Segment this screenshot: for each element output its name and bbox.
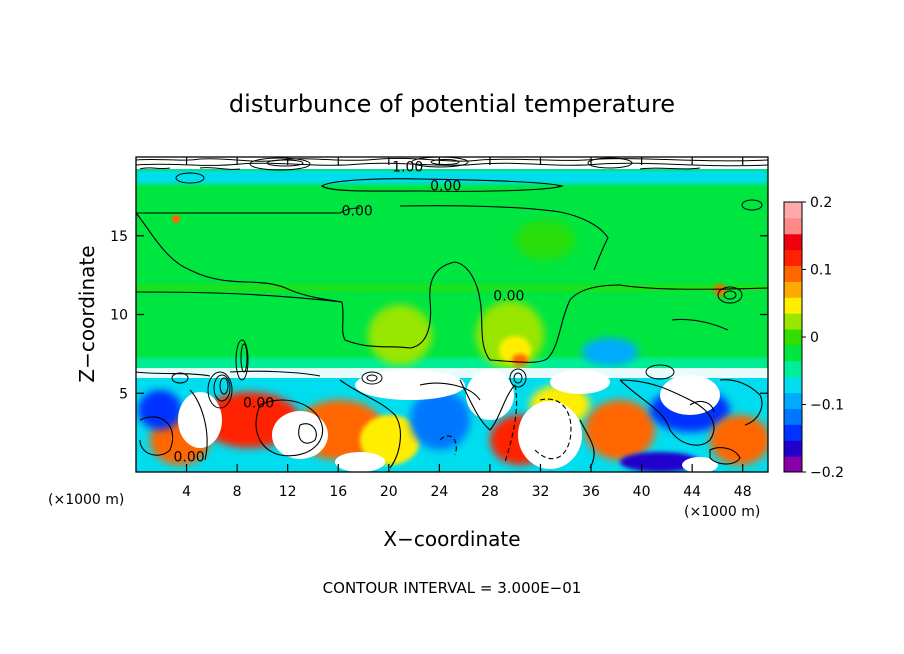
temperature-field <box>136 157 768 472</box>
colorbar-tick-label: 0 <box>810 330 819 346</box>
colorbar-segment <box>784 456 802 473</box>
colorbar-segment <box>784 424 802 441</box>
contour-label: 0.00 <box>174 449 205 465</box>
colorbar-segment <box>784 233 802 251</box>
top-dense-contours <box>136 157 768 170</box>
colorbar-segment <box>784 344 802 362</box>
contour-interval-note: CONTOUR INTERVAL = 3.000E−01 <box>323 579 582 597</box>
colorbar-tick-label: 0.1 <box>810 263 832 279</box>
x-tick-label: 8 <box>233 484 242 500</box>
x-axis-unit-left: (×1000 m) <box>48 492 124 508</box>
contour-label: 0.00 <box>493 289 524 305</box>
colorbar-segment <box>784 297 802 314</box>
colorbar-segment <box>784 281 802 298</box>
colorbar-segment <box>784 202 802 219</box>
x-axis-label: X−coordinate <box>383 527 520 551</box>
colorbar-segment <box>784 440 802 457</box>
colorbar-frame <box>783 201 803 473</box>
colorbar-segment <box>784 329 802 346</box>
x-tick-label: 44 <box>683 484 701 500</box>
colorbar-tick-label: −0.1 <box>810 398 844 414</box>
contour-label: 1.00 <box>392 159 423 175</box>
x-tick-label: 36 <box>582 484 600 500</box>
x-tick-label: 12 <box>279 484 297 500</box>
y-tick-label: 10 <box>110 308 128 324</box>
colorbar-segment <box>784 360 802 378</box>
x-tick-label: 20 <box>380 484 398 500</box>
colorbar-segment <box>784 376 802 394</box>
x-axis-unit-right: (×1000 m) <box>684 504 760 520</box>
colorbar-segment <box>784 313 802 330</box>
colorbar-segment <box>784 217 802 235</box>
chart-title: disturbunce of potential temperature <box>229 90 675 118</box>
colorbar-tick-label: 0.2 <box>810 195 832 211</box>
y-axis-label: Z−coordinate <box>75 245 99 382</box>
x-tick-label: 40 <box>633 484 651 500</box>
contour-label: 0.00 <box>243 396 274 412</box>
colorbar-segment <box>784 392 802 409</box>
colorbar-segment <box>784 265 802 282</box>
colorbar-segment <box>784 408 802 425</box>
y-tick-label: 5 <box>119 386 128 402</box>
x-tick-label: 4 <box>182 484 191 500</box>
x-tick-label: 24 <box>430 484 448 500</box>
x-tick-label: 32 <box>532 484 550 500</box>
colorbar-segment <box>784 249 802 267</box>
x-tick-label: 28 <box>481 484 499 500</box>
contour-lines <box>136 178 768 469</box>
contour-label: 0.00 <box>342 204 373 220</box>
colorbar-tick-label: −0.2 <box>810 465 844 481</box>
x-tick-label: 16 <box>329 484 347 500</box>
colorbar: 0.2 0.1 0 −0.1 −0.2 <box>784 195 844 481</box>
x-tick-label: 48 <box>734 484 752 500</box>
contour-label: 0.00 <box>430 178 461 194</box>
y-tick-label: 15 <box>110 229 128 245</box>
contour-labels: 1.00 0.00 0.00 0.00 0.00 0.00 <box>174 159 525 465</box>
